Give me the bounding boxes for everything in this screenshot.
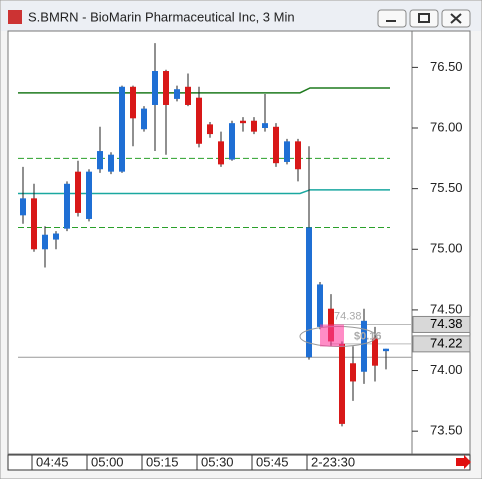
minimize-icon [386, 20, 396, 22]
time-axis [7, 454, 471, 471]
candle-body [372, 337, 378, 366]
candle-body [86, 171, 92, 219]
level-line [18, 87, 390, 94]
candle-body [273, 126, 279, 164]
candle-body [163, 71, 169, 105]
y-tick-label: 74.00 [430, 362, 463, 377]
x-tick-label: 2-23:30 [311, 454, 355, 469]
candle-body [196, 97, 202, 144]
candle-body [339, 343, 345, 424]
minimize-button[interactable] [377, 9, 407, 28]
candle-body [108, 154, 114, 172]
x-tick-label: 05:30 [201, 454, 234, 469]
y-tick-label: 76.50 [430, 59, 463, 74]
candle-body [317, 284, 323, 327]
annotation-change: $0.16 [354, 330, 382, 342]
candle-body [152, 71, 158, 105]
app-icon [8, 10, 22, 24]
candle-body [229, 123, 235, 160]
price-label: 74.38 [430, 316, 463, 331]
y-tick-label: 75.50 [430, 180, 463, 195]
candle-body [119, 86, 125, 172]
candle-body [207, 124, 213, 135]
y-tick-label: 76.00 [430, 119, 463, 134]
candle-body [306, 227, 312, 358]
scroll-arrow[interactable] [456, 455, 471, 469]
candle-body [20, 198, 26, 216]
candle-body [64, 183, 70, 229]
annotation-price: 74.38 [334, 310, 362, 322]
candle-body [42, 234, 48, 250]
level-line [18, 189, 390, 195]
candle-body [251, 120, 257, 132]
candle-body [31, 198, 37, 250]
candle-body [53, 233, 59, 240]
candle-body [218, 141, 224, 165]
x-tick-label: 05:15 [146, 454, 179, 469]
candle-body [174, 89, 180, 99]
candle-body [97, 151, 103, 170]
candle-body [383, 348, 389, 352]
y-tick-label: 73.50 [430, 423, 463, 438]
candle-body [284, 141, 290, 162]
chart-panel [7, 30, 471, 455]
candle-body [350, 363, 356, 382]
x-tick-label: 05:00 [91, 454, 124, 469]
x-tick-label: 04:45 [36, 454, 69, 469]
window-buttons[interactable] [377, 9, 471, 28]
annotation-highlight [320, 324, 344, 347]
window-title: S.BMRN - BioMarin Pharmaceutical Inc, 3 … [28, 9, 295, 24]
candle-body [185, 86, 191, 105]
x-tick-label: 05:45 [256, 454, 289, 469]
maximize-button[interactable] [409, 9, 439, 28]
candle-body [240, 120, 246, 124]
candle-body [75, 171, 81, 213]
price-label-box [412, 315, 471, 333]
candle-body [262, 123, 268, 129]
candle-body [361, 320, 367, 372]
candle-body [130, 86, 136, 119]
price-label-box [412, 335, 471, 353]
candle-body [295, 141, 301, 170]
maximize-icon [418, 13, 430, 23]
close-icon [450, 13, 462, 24]
price-label: 74.22 [430, 335, 463, 350]
candle-body [141, 108, 147, 130]
y-tick-label: 74.50 [430, 301, 463, 316]
y-tick-label: 75.00 [430, 241, 463, 256]
